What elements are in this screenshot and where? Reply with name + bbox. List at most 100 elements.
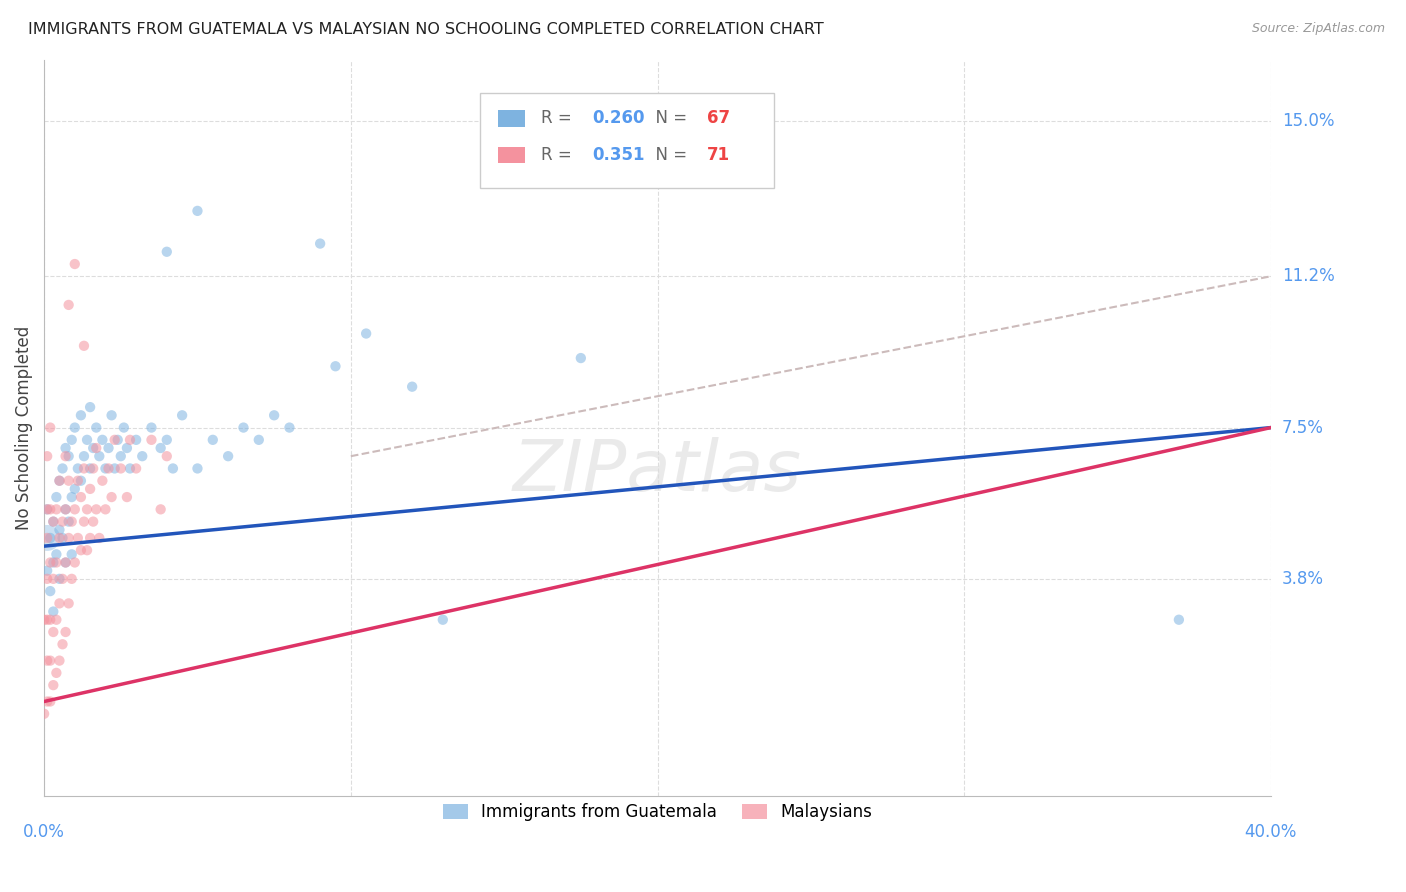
Point <box>79 400 101 414</box>
Point <box>89 449 111 463</box>
Point <box>39 556 62 570</box>
Point <box>76 543 98 558</box>
Point <box>156 449 179 463</box>
Point <box>63 257 86 271</box>
Point <box>37 502 59 516</box>
Point <box>82 441 104 455</box>
Text: 15.0%: 15.0% <box>1282 112 1334 130</box>
Point <box>55 556 77 570</box>
FancyBboxPatch shape <box>498 111 524 127</box>
Point <box>70 409 93 423</box>
Point <box>162 461 184 475</box>
Point <box>1167 613 1189 627</box>
Point <box>45 556 67 570</box>
Point <box>42 515 65 529</box>
Point <box>432 613 454 627</box>
Point <box>125 461 148 475</box>
Point <box>76 502 98 516</box>
Point <box>149 441 172 455</box>
Point <box>94 502 117 516</box>
Point <box>39 420 62 434</box>
Point <box>51 515 73 529</box>
Point <box>58 515 80 529</box>
Point <box>37 531 59 545</box>
Point <box>70 474 93 488</box>
Point <box>89 531 111 545</box>
Text: 7.5%: 7.5% <box>1282 418 1324 436</box>
Point <box>232 420 254 434</box>
Point <box>55 502 77 516</box>
Point <box>97 461 120 475</box>
Point <box>84 441 107 455</box>
Point <box>51 461 73 475</box>
Point <box>66 531 89 545</box>
Point <box>42 678 65 692</box>
Point <box>45 547 67 561</box>
Point <box>79 482 101 496</box>
Point <box>60 547 83 561</box>
Point <box>45 490 67 504</box>
Point <box>82 461 104 475</box>
Point <box>32 613 55 627</box>
Point <box>172 409 194 423</box>
Point <box>37 449 59 463</box>
Point <box>51 531 73 545</box>
Point <box>186 203 208 218</box>
Point <box>110 461 132 475</box>
Point <box>39 613 62 627</box>
Text: N =: N = <box>645 146 693 164</box>
Point <box>48 531 70 545</box>
Point <box>201 433 224 447</box>
Point <box>48 474 70 488</box>
Point <box>66 461 89 475</box>
Text: 3.8%: 3.8% <box>1282 570 1324 588</box>
Point <box>70 543 93 558</box>
Point <box>73 515 96 529</box>
Point <box>37 654 59 668</box>
Point <box>94 461 117 475</box>
Point <box>55 625 77 640</box>
Point <box>100 490 122 504</box>
Point <box>42 625 65 640</box>
Point <box>82 515 104 529</box>
Point <box>60 490 83 504</box>
Point <box>39 502 62 516</box>
Point <box>37 531 59 545</box>
Point <box>48 474 70 488</box>
Point <box>125 433 148 447</box>
Point <box>73 339 96 353</box>
Point <box>58 449 80 463</box>
Text: ZIPatlas: ZIPatlas <box>513 437 801 507</box>
Text: N =: N = <box>645 110 693 128</box>
Point <box>131 449 153 463</box>
Point <box>45 502 67 516</box>
Point <box>104 433 127 447</box>
Point <box>118 433 141 447</box>
Point <box>70 490 93 504</box>
Point <box>55 441 77 455</box>
Point <box>79 461 101 475</box>
Point <box>401 380 423 394</box>
Point <box>66 474 89 488</box>
Point <box>37 564 59 578</box>
Point <box>39 531 62 545</box>
Point <box>32 706 55 721</box>
Point <box>186 461 208 475</box>
Point <box>60 433 83 447</box>
Text: 0.260: 0.260 <box>592 110 645 128</box>
Point <box>58 474 80 488</box>
Point <box>141 420 163 434</box>
Text: Source: ZipAtlas.com: Source: ZipAtlas.com <box>1251 22 1385 36</box>
FancyBboxPatch shape <box>479 93 775 188</box>
FancyBboxPatch shape <box>498 147 524 163</box>
Text: 40.0%: 40.0% <box>1244 823 1298 841</box>
Point <box>42 556 65 570</box>
Point <box>45 613 67 627</box>
Point <box>63 502 86 516</box>
Point <box>100 409 122 423</box>
Point <box>104 461 127 475</box>
Point <box>156 244 179 259</box>
Point <box>217 449 239 463</box>
Point <box>63 482 86 496</box>
Text: R =: R = <box>541 110 576 128</box>
